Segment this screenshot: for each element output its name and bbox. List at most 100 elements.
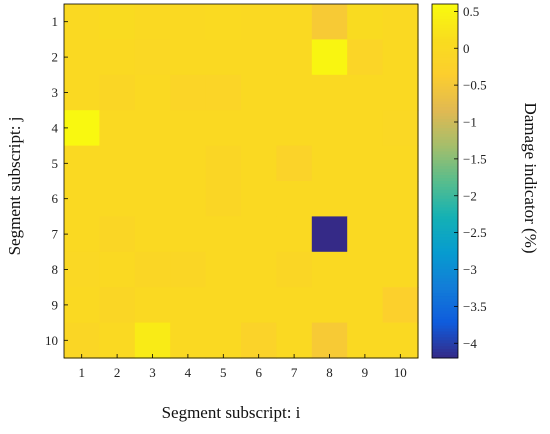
heatmap-cell-2-7 <box>276 39 313 76</box>
heatmap-cell-4-9 <box>347 110 384 147</box>
heatmap-cell-4-10 <box>382 110 419 147</box>
colorbar-strip <box>432 68 458 73</box>
colorbar-strip <box>432 207 458 211</box>
colorbar-strip <box>432 9 458 14</box>
colorbar-strip <box>432 240 458 244</box>
colorbar-strip <box>432 251 458 256</box>
colorbar-strip <box>432 136 458 141</box>
colorbar-strip <box>432 80 458 85</box>
colorbar-strip <box>432 337 458 341</box>
heatmap-cell-6-8 <box>311 181 348 217</box>
colorbar-strip <box>432 349 458 353</box>
colorbar-strip <box>432 313 458 318</box>
colorbar-strip <box>432 160 458 164</box>
colorbar-strip <box>432 234 458 238</box>
heatmap-cell-1-10 <box>382 4 419 40</box>
colorbar-strip <box>432 237 458 241</box>
colorbar-strip <box>432 186 458 191</box>
colorbar-strip <box>432 183 458 188</box>
heatmap-cell-8-6 <box>241 251 277 288</box>
heatmap-cell-4-1 <box>64 110 100 147</box>
colorbar-strip <box>432 296 458 300</box>
colorbar-strip <box>432 151 458 155</box>
heatmap-cell-1-8 <box>311 4 348 40</box>
x-tick-label-7: 7 <box>291 365 298 380</box>
colorbar-strip <box>432 192 458 197</box>
x-tick-label-1: 1 <box>78 365 85 380</box>
heatmap-cell-3-4 <box>170 74 207 111</box>
colorbar-strip <box>432 225 458 229</box>
colorbar-strip <box>432 92 458 96</box>
colorbar-strip <box>432 290 458 294</box>
colorbar-strip <box>432 189 458 194</box>
colorbar-strip <box>432 33 458 37</box>
colorbar-tick-label: 0 <box>463 41 470 56</box>
colorbar-strip <box>432 133 458 138</box>
colorbar-strip <box>432 12 458 17</box>
colorbar-strip <box>432 275 458 279</box>
colorbar-strip <box>432 245 458 250</box>
heatmap-cell-8-10 <box>382 251 419 288</box>
heatmap-cell-6-10 <box>382 181 419 217</box>
y-tick-label-7: 7 <box>52 227 59 242</box>
heatmap-cell-8-9 <box>347 251 384 288</box>
colorbar-tick-label: −2.5 <box>463 225 487 240</box>
colorbar-strip <box>432 222 458 226</box>
y-tick-label-4: 4 <box>52 120 59 135</box>
heatmap-cell-2-6 <box>241 39 277 76</box>
colorbar-strip <box>432 316 458 321</box>
heatmap-cell-1-2 <box>99 4 136 40</box>
heatmap-cell-7-6 <box>241 216 277 253</box>
heatmap-cell-3-2 <box>99 74 136 111</box>
colorbar-strip <box>432 71 458 76</box>
heatmap-cell-2-5 <box>205 39 242 76</box>
y-tick-label-6: 6 <box>52 191 59 206</box>
x-tick-label-4: 4 <box>185 365 192 380</box>
heatmap-cell-5-2 <box>99 145 136 182</box>
colorbar-strip <box>432 139 458 144</box>
heatmap-cell-8-8 <box>311 251 348 288</box>
colorbar-strip <box>432 148 458 152</box>
heatmap-cell-8-4 <box>170 251 207 288</box>
heatmap-cell-4-4 <box>170 110 207 147</box>
heatmap-cell-6-9 <box>347 181 384 217</box>
heatmap-cell-7-7 <box>276 216 313 253</box>
heatmap-cell-5-8 <box>311 145 348 182</box>
x-tick-label-5: 5 <box>220 365 227 380</box>
colorbar-tick-label: −3.5 <box>463 299 487 314</box>
colorbar-strip <box>432 83 458 88</box>
colorbar-strip <box>432 39 458 43</box>
colorbar-strip <box>432 213 458 217</box>
colorbar-strip <box>432 27 458 32</box>
colorbar-strip <box>432 142 458 147</box>
colorbar-strip <box>432 340 458 344</box>
colorbar-tick-label: 0.5 <box>463 4 479 19</box>
colorbar-strip <box>432 284 458 288</box>
heatmap-cell-3-1 <box>64 74 100 111</box>
colorbar-strip <box>432 89 458 93</box>
colorbar-strip <box>432 269 458 273</box>
colorbar-strip <box>432 54 458 58</box>
heatmap-cell-9-7 <box>276 287 313 324</box>
heatmap-cell-2-8 <box>311 39 348 76</box>
heatmap-cell-9-8 <box>311 287 348 324</box>
y-tick-label-8: 8 <box>52 262 59 277</box>
colorbar-strip <box>432 334 458 338</box>
colorbar-tick-label: −4 <box>463 336 477 351</box>
y-tick-label-10: 10 <box>45 333 58 348</box>
colorbar-strip <box>432 45 458 49</box>
colorbar-strip <box>432 231 458 235</box>
colorbar-strip <box>432 301 458 306</box>
y-tick-label-2: 2 <box>52 50 59 65</box>
colorbar-strip <box>432 74 458 79</box>
colorbar-strip <box>432 310 458 315</box>
heatmap-cell-10-6 <box>241 322 277 359</box>
y-tick-label-1: 1 <box>52 14 59 29</box>
colorbar-tick-label: −2 <box>463 188 477 203</box>
colorbar-strip <box>432 110 458 114</box>
heatmap-cell-10-7 <box>276 322 313 359</box>
heatmap-cell-4-5 <box>205 110 242 147</box>
colorbar-strip <box>432 145 458 150</box>
colorbar-strip <box>432 293 458 297</box>
heatmap-cell-9-2 <box>99 287 136 324</box>
